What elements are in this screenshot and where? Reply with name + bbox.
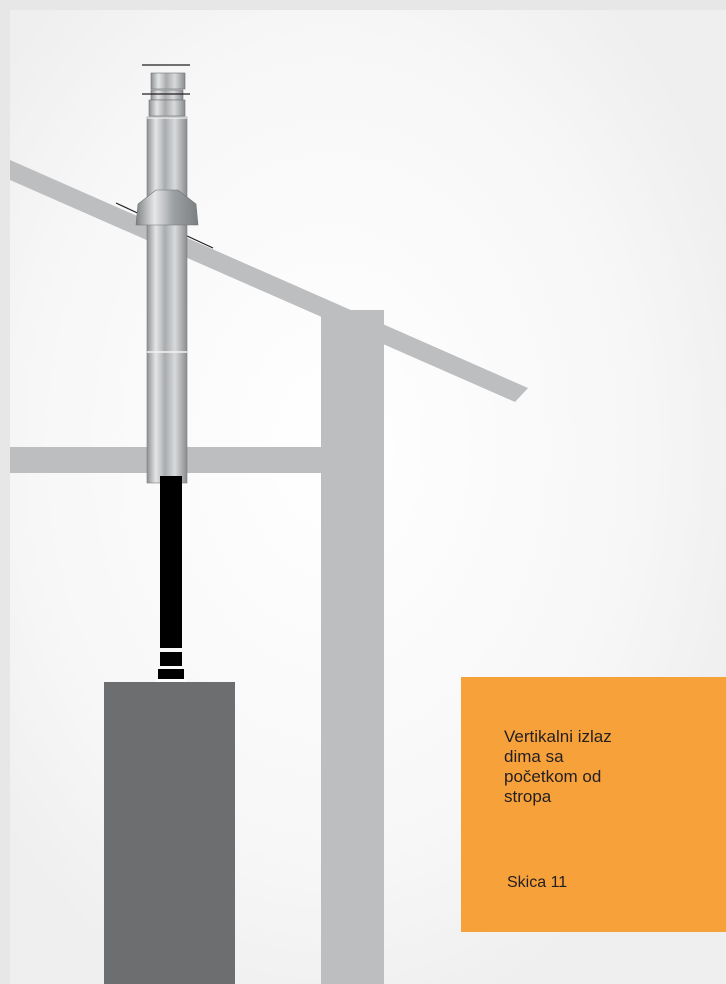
chimney-pipe [146, 116, 188, 484]
chimney-diagram [10, 10, 726, 984]
caption-box: Vertikalni izlaz dima sa početkom od str… [461, 677, 726, 932]
wall-column [321, 310, 384, 984]
storm-collar [135, 189, 199, 226]
terminal-collar [148, 99, 186, 117]
drawing-page: Vertikalni izlaz dima sa početkom od str… [10, 10, 726, 984]
caption-title: Vertikalni izlaz dima sa početkom od str… [504, 727, 612, 806]
chimney-terminal [150, 72, 186, 90]
rain-cap [150, 89, 184, 101]
stove [104, 682, 235, 984]
flue-connector [158, 669, 184, 679]
flue-pipe-adapter [160, 652, 182, 666]
sketch-label: Skica 11 [507, 874, 568, 891]
flue-pipe [160, 476, 182, 648]
